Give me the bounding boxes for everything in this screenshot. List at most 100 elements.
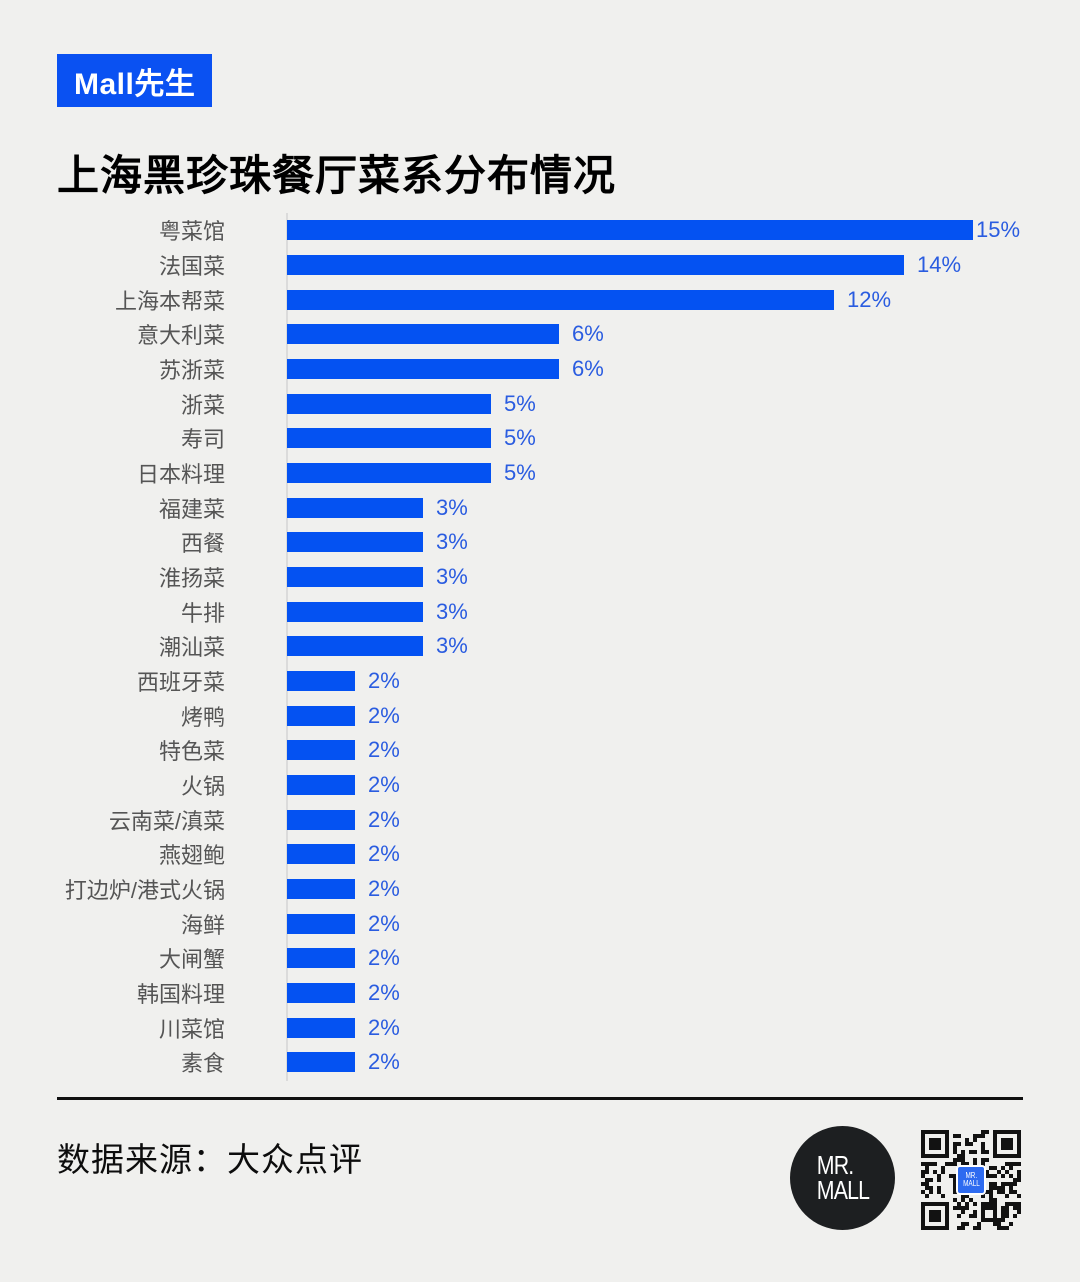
value-label: 2% bbox=[368, 945, 400, 971]
chart-row: 牛排 3% bbox=[0, 594, 1080, 629]
category-label: 烤鸭 bbox=[180, 704, 225, 730]
chart-row: 粤菜馆 15% bbox=[0, 213, 1080, 248]
category-label: 大闸蟹 bbox=[158, 947, 225, 973]
mr-mall-logo-text: MR. MALL bbox=[816, 1150, 869, 1205]
bar bbox=[287, 497, 423, 518]
category-label: 潮汕菜 bbox=[158, 635, 225, 661]
chart-row: 苏浙菜 6% bbox=[0, 352, 1080, 387]
bar bbox=[287, 255, 904, 275]
chart-row: 大闸蟹 2% bbox=[0, 941, 1080, 976]
category-label: 日本料理 bbox=[136, 462, 225, 488]
logo-line-2: MALL bbox=[816, 1175, 869, 1205]
chart-row: 西班牙菜 2% bbox=[0, 664, 1080, 699]
mr-mall-logo: MR. MALL bbox=[790, 1126, 895, 1230]
value-label: 15% bbox=[976, 217, 1021, 243]
bar bbox=[287, 324, 559, 345]
value-label: 6% bbox=[572, 356, 604, 382]
value-label: 2% bbox=[368, 702, 400, 728]
bar bbox=[287, 983, 355, 1004]
bar bbox=[287, 601, 423, 622]
category-label: 西班牙菜 bbox=[136, 670, 225, 696]
bar bbox=[287, 913, 355, 934]
bar bbox=[287, 844, 355, 865]
value-label: 2% bbox=[368, 876, 400, 902]
value-label: 12% bbox=[847, 286, 892, 312]
chart-row: 打边炉/港式火锅 2% bbox=[0, 872, 1080, 907]
chart-row: 法国菜 14% bbox=[0, 248, 1080, 283]
qr-badge-line-2: MALL bbox=[962, 1179, 980, 1188]
bar bbox=[287, 1052, 355, 1073]
logo-line-1: MR. bbox=[816, 1150, 853, 1181]
bar bbox=[287, 220, 973, 241]
value-label: 3% bbox=[436, 633, 468, 659]
bar bbox=[287, 671, 355, 692]
bar bbox=[287, 532, 423, 553]
category-label: 韩国料理 bbox=[136, 982, 225, 1008]
chart-row: 烤鸭 2% bbox=[0, 698, 1080, 733]
category-label: 粤菜馆 bbox=[158, 219, 225, 245]
footer-divider bbox=[57, 1097, 1023, 1100]
chart-row: 火锅 2% bbox=[0, 768, 1080, 803]
chart-row: 西餐 3% bbox=[0, 525, 1080, 560]
bar bbox=[287, 289, 834, 310]
category-label: 打边炉/港式火锅 bbox=[64, 878, 225, 904]
category-label: 寿司 bbox=[180, 427, 225, 453]
value-label: 2% bbox=[368, 737, 400, 763]
chart-row: 云南菜/滇菜 2% bbox=[0, 802, 1080, 837]
value-label: 3% bbox=[436, 494, 468, 520]
chart-row: 上海本帮菜 12% bbox=[0, 282, 1080, 317]
value-label: 5% bbox=[504, 390, 536, 416]
chart-rows: 粤菜馆 15% 法国菜 14% 上海本帮菜 12% 意大利菜 6% 苏浙菜 6% 浙菜 5% 寿司 5% 日… bbox=[0, 213, 1080, 1080]
bar-chart: 粤菜馆 15% 法国菜 14% 上海本帮菜 12% 意大利菜 6% 苏浙菜 6% 浙菜 5% 寿司 5% 日… bbox=[0, 213, 1080, 1081]
category-label: 海鲜 bbox=[180, 912, 225, 938]
value-label: 2% bbox=[368, 910, 400, 936]
chart-row: 韩国料理 2% bbox=[0, 976, 1080, 1011]
bar bbox=[287, 809, 355, 830]
bar bbox=[287, 359, 559, 380]
bar bbox=[287, 1017, 355, 1038]
qr-code-pattern bbox=[921, 1130, 1021, 1230]
brand-badge: Mall先生 bbox=[57, 54, 213, 107]
qr-code: MR. MALL bbox=[921, 1130, 1021, 1230]
chart-row: 淮扬菜 3% bbox=[0, 560, 1080, 595]
category-label: 云南菜/滇菜 bbox=[108, 808, 225, 834]
chart-row: 日本料理 5% bbox=[0, 456, 1080, 491]
bar bbox=[287, 393, 491, 414]
page-title: 上海黑珍珠餐厅菜系分布情况 bbox=[57, 152, 617, 199]
value-label: 3% bbox=[436, 564, 468, 590]
data-source-text: 数据来源：大众点评 bbox=[57, 1141, 363, 1178]
value-label: 5% bbox=[504, 425, 536, 451]
category-label: 上海本帮菜 bbox=[114, 288, 225, 314]
value-label: 2% bbox=[368, 1049, 400, 1075]
value-label: 2% bbox=[368, 668, 400, 694]
chart-row: 特色菜 2% bbox=[0, 733, 1080, 768]
category-label: 燕翅鲍 bbox=[158, 843, 225, 869]
category-label: 浙菜 bbox=[180, 392, 225, 418]
qr-center-badge: MR. MALL bbox=[956, 1165, 986, 1195]
value-label: 2% bbox=[368, 806, 400, 832]
value-label: 2% bbox=[368, 1014, 400, 1040]
category-label: 淮扬菜 bbox=[158, 566, 225, 592]
category-label: 牛排 bbox=[180, 600, 225, 626]
chart-row: 素食 2% bbox=[0, 1045, 1080, 1080]
category-label: 意大利菜 bbox=[136, 323, 225, 349]
qr-badge-line-1: MR. bbox=[965, 1171, 977, 1181]
bar bbox=[287, 775, 355, 796]
bar bbox=[287, 567, 423, 588]
value-label: 3% bbox=[436, 529, 468, 555]
chart-row: 福建菜 3% bbox=[0, 490, 1080, 525]
value-label: 2% bbox=[368, 772, 400, 798]
bar bbox=[287, 948, 355, 969]
chart-row: 潮汕菜 3% bbox=[0, 629, 1080, 664]
bar bbox=[287, 463, 491, 484]
chart-row: 燕翅鲍 2% bbox=[0, 837, 1080, 872]
chart-row: 海鲜 2% bbox=[0, 906, 1080, 941]
category-label: 西餐 bbox=[180, 531, 225, 557]
category-label: 苏浙菜 bbox=[158, 358, 225, 384]
category-label: 川菜馆 bbox=[158, 1016, 225, 1042]
value-label: 5% bbox=[504, 460, 536, 486]
category-label: 法国菜 bbox=[158, 254, 225, 279]
bar bbox=[287, 740, 355, 761]
bar bbox=[287, 636, 423, 657]
